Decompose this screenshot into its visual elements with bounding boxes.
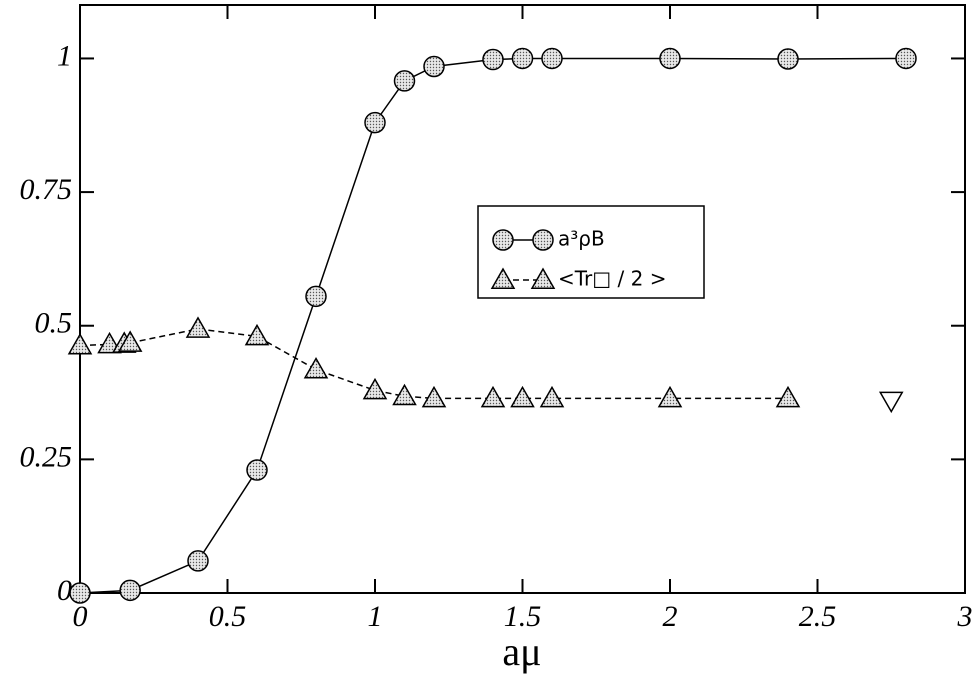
marker	[393, 70, 416, 92]
x-tick-label: 2	[663, 600, 678, 633]
marker	[510, 385, 535, 408]
marker	[421, 385, 447, 408]
marker	[244, 323, 270, 346]
y-tick-label: 0.75	[20, 173, 73, 206]
marker	[303, 357, 329, 379]
x-tick-label: 1.5	[504, 600, 542, 633]
y-tick-label: 0.5	[35, 307, 73, 340]
x-tick-label: 1	[368, 600, 383, 633]
marker	[777, 48, 799, 70]
marker	[539, 385, 565, 408]
legend-marker	[530, 267, 556, 289]
marker	[187, 550, 209, 572]
series-line	[79, 57, 907, 594]
marker	[362, 377, 388, 400]
marker	[878, 391, 904, 414]
marker	[659, 47, 681, 70]
marker	[364, 111, 386, 134]
marker	[246, 459, 268, 481]
marker	[480, 385, 506, 408]
marker	[541, 47, 563, 70]
marker	[482, 48, 504, 71]
legend-box	[477, 205, 705, 299]
marker	[119, 579, 141, 602]
y-tick-label: 0	[57, 574, 72, 607]
legend-marker	[490, 267, 516, 289]
marker	[185, 316, 211, 338]
x-axis-label: aμ	[502, 629, 541, 674]
marker	[657, 385, 683, 408]
x-tick-label: 2.5	[799, 600, 837, 633]
marker	[775, 385, 801, 408]
marker	[423, 55, 445, 78]
marker	[69, 582, 91, 604]
legend-marker	[532, 229, 554, 251]
marker	[392, 383, 417, 406]
legend-label: <Tr□ / 2 >	[558, 267, 666, 291]
x-tick-label: 0.5	[209, 600, 247, 633]
marker	[895, 47, 917, 70]
x-tick-label: 0	[73, 600, 88, 633]
marker	[305, 285, 327, 308]
y-tick-label: 0.25	[20, 440, 73, 473]
marker	[117, 330, 143, 352]
marker	[67, 332, 93, 355]
marker	[511, 47, 534, 70]
y-tick-label: 1	[57, 39, 72, 72]
x-tick-label: 3	[957, 600, 973, 633]
legend-marker	[492, 229, 514, 251]
legend-label: a³ρB	[558, 227, 605, 251]
plot-frame	[79, 4, 966, 594]
